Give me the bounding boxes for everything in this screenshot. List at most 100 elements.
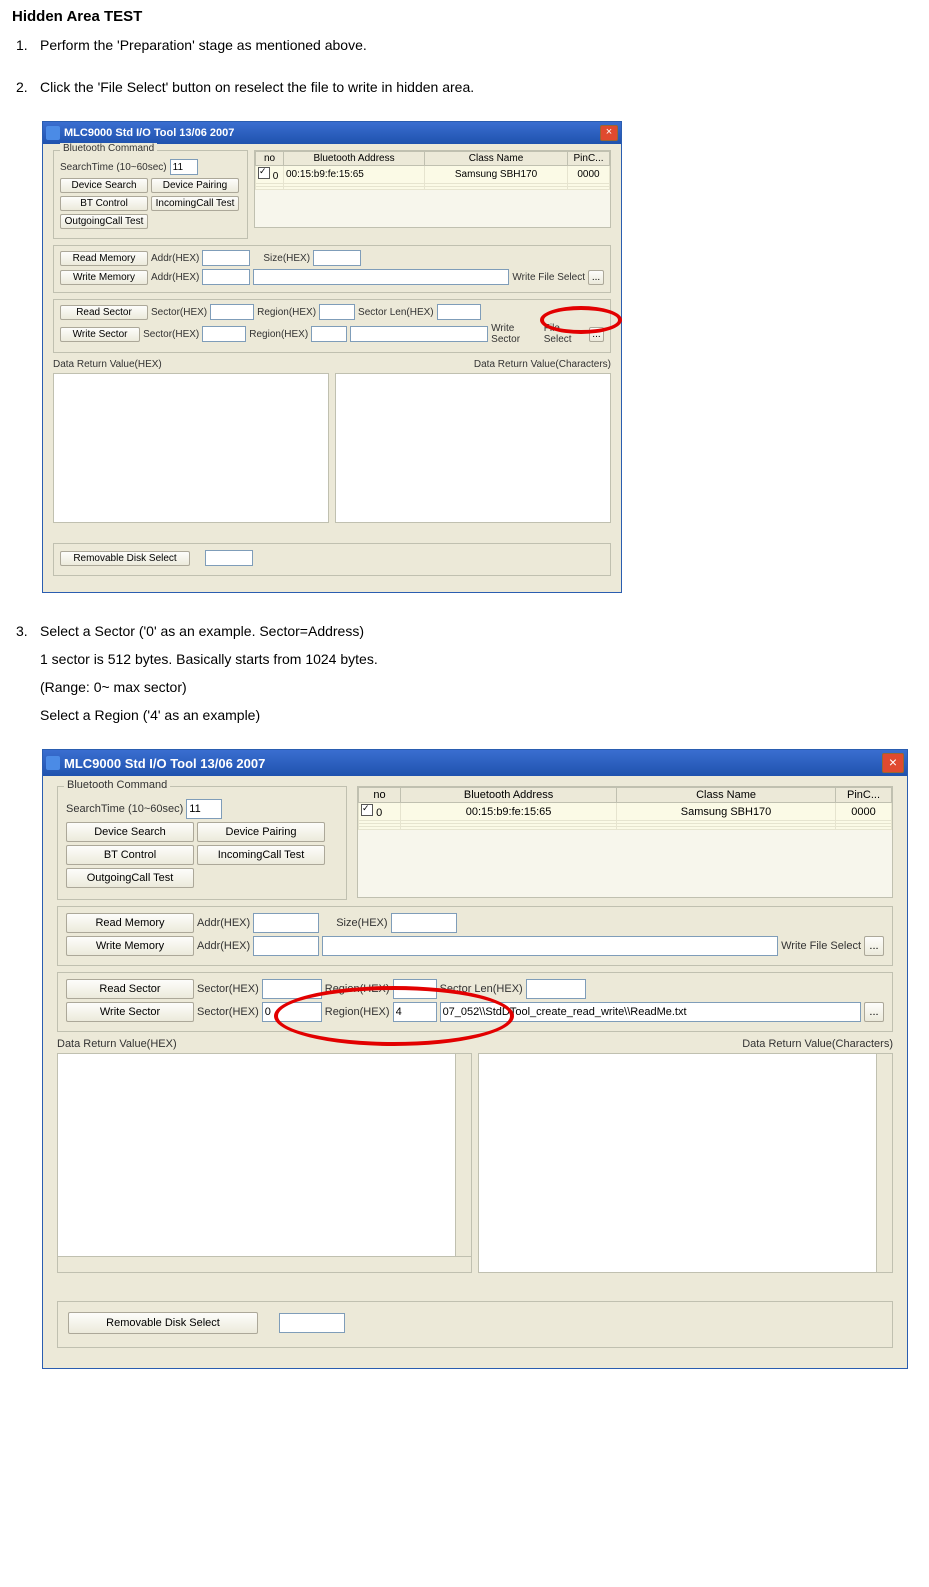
file-select-browse-button-2[interactable]: ... (864, 1002, 884, 1022)
outgoing-call-button-2[interactable]: OutgoingCall Test (66, 868, 194, 888)
data-return-char-label: Data Return Value(Characters) (474, 359, 611, 370)
write-sector-label: Write Sector (491, 323, 541, 345)
data-return-char-panel (335, 373, 611, 523)
grid2-r-addr: 00:15:b9:fe:15:65 (401, 803, 617, 821)
device-pairing-button-2[interactable]: Device Pairing (197, 822, 325, 842)
step-3-line4: Select a Region ('4' as an example) (40, 707, 917, 723)
step-3: 3. Select a Sector ('0' as an example. S… (12, 623, 917, 735)
step-3-line1: Select a Sector ('0' as an example. Sect… (40, 623, 917, 639)
region-hex-label-w2: Region(HEX) (325, 983, 390, 995)
addr-hex-input-2[interactable] (202, 269, 250, 285)
size-hex-label-w2: Size(HEX) (336, 917, 387, 929)
scrollbar-v-2[interactable] (876, 1054, 892, 1272)
titlebar-2: MLC9000 Std I/O Tool 13/06 2007 × (43, 750, 907, 776)
scrollbar-h[interactable] (58, 1256, 471, 1272)
outgoing-call-button[interactable]: OutgoingCall Test (60, 214, 148, 229)
read-sector-button-2[interactable]: Read Sector (66, 979, 194, 999)
sector-file-path-input[interactable] (350, 326, 488, 342)
close-icon[interactable]: × (600, 125, 618, 141)
step-3-num: 3. (12, 623, 40, 735)
grid2-r-no: 0 (376, 807, 382, 819)
write-file-browse-button[interactable]: ... (588, 270, 604, 285)
scrollbar-v[interactable] (455, 1054, 471, 1256)
sector-hex-input-w2b[interactable] (262, 1002, 322, 1022)
bt-control-button[interactable]: BT Control (60, 196, 148, 211)
write-file-path-input-2[interactable] (322, 936, 778, 956)
grid2-r-pin: 0000 (836, 803, 892, 821)
write-memory-button-2[interactable]: Write Memory (66, 936, 194, 956)
incoming-call-button[interactable]: IncomingCall Test (151, 196, 239, 211)
write-file-browse-button-2[interactable]: ... (864, 936, 884, 956)
sector-hex-input[interactable] (210, 304, 254, 320)
data-return-char-label-2: Data Return Value(Characters) (742, 1038, 893, 1050)
read-memory-button[interactable]: Read Memory (60, 251, 148, 266)
region-hex-input-w2b[interactable] (393, 1002, 437, 1022)
sector-len-hex-label: Sector Len(HEX) (358, 307, 434, 318)
screenshot-1: MLC9000 Std I/O Tool 13/06 2007 × Blueto… (42, 121, 622, 593)
incoming-call-button-2[interactable]: IncomingCall Test (197, 845, 325, 865)
titlebar-1: MLC9000 Std I/O Tool 13/06 2007 × (43, 122, 621, 144)
search-time-label: SearchTime (10~60sec) (60, 162, 167, 173)
sector-hex-input-w2[interactable] (262, 979, 322, 999)
removable-disk-button[interactable]: Removable Disk Select (60, 551, 190, 566)
write-sector-button[interactable]: Write Sector (60, 327, 140, 342)
write-sector-button-2[interactable]: Write Sector (66, 1002, 194, 1022)
sector-hex-label-w2b: Sector(HEX) (197, 1006, 259, 1018)
removable-disk-button-2[interactable]: Removable Disk Select (68, 1312, 258, 1334)
addr-hex-label-w2b: Addr(HEX) (197, 940, 250, 952)
grid-r-no: 0 (273, 171, 279, 182)
read-sector-button[interactable]: Read Sector (60, 305, 148, 320)
window-1-title: MLC9000 Std I/O Tool 13/06 2007 (64, 127, 234, 139)
grid2-h-addr: Bluetooth Address (401, 788, 617, 803)
sector-len-hex-input[interactable] (437, 304, 481, 320)
row-checkbox-2[interactable] (361, 804, 373, 816)
size-hex-input[interactable] (313, 250, 361, 266)
size-hex-label: Size(HEX) (263, 253, 310, 264)
size-hex-input-w2[interactable] (391, 913, 457, 933)
addr-hex-input[interactable] (202, 250, 250, 266)
device-pairing-button[interactable]: Device Pairing (151, 178, 239, 193)
write-memory-button[interactable]: Write Memory (60, 270, 148, 285)
region-hex-input-w2[interactable] (393, 979, 437, 999)
addr-hex-input-w2[interactable] (253, 913, 319, 933)
grid-h-addr: Bluetooth Address (284, 152, 425, 166)
removable-disk-input-2[interactable] (279, 1313, 345, 1333)
region-hex-label-w2b: Region(HEX) (325, 1006, 390, 1018)
window-2-title: MLC9000 Std I/O Tool 13/06 2007 (64, 756, 265, 771)
search-time-label-2: SearchTime (10~60sec) (66, 803, 183, 815)
window-1: MLC9000 Std I/O Tool 13/06 2007 × Blueto… (42, 121, 622, 593)
file-select-browse-button[interactable]: ... (589, 327, 604, 342)
grid2-h-no: no (359, 788, 401, 803)
addr-hex-label-2: Addr(HEX) (151, 272, 199, 283)
region-hex-input[interactable] (319, 304, 355, 320)
sector-len-hex-input-w2[interactable] (526, 979, 586, 999)
removable-disk-input[interactable] (205, 550, 253, 566)
grid-h-no: no (256, 152, 284, 166)
step-2-text: Click the 'File Select' button on resele… (40, 79, 917, 95)
search-time-input-2[interactable] (186, 799, 222, 819)
device-search-button[interactable]: Device Search (60, 178, 148, 193)
region-hex-input-2[interactable] (311, 326, 347, 342)
sector-hex-input-2[interactable] (202, 326, 246, 342)
write-file-path-input[interactable] (253, 269, 509, 285)
grid-r-addr: 00:15:b9:fe:15:65 (284, 166, 425, 184)
sector-file-path-input-2[interactable] (440, 1002, 861, 1022)
addr-hex-input-w2b[interactable] (253, 936, 319, 956)
row-checkbox[interactable] (258, 167, 270, 179)
addr-hex-label-w2: Addr(HEX) (197, 917, 250, 929)
data-return-hex-panel-2 (57, 1053, 472, 1273)
step-3-line3: (Range: 0~ max sector) (40, 679, 917, 695)
device-search-button-2[interactable]: Device Search (66, 822, 194, 842)
bt-control-button-2[interactable]: BT Control (66, 845, 194, 865)
read-memory-button-2[interactable]: Read Memory (66, 913, 194, 933)
close-icon[interactable]: × (882, 753, 904, 773)
step-2-num: 2. (12, 79, 40, 107)
grid-h-class: Class Name (425, 152, 568, 166)
data-return-hex-panel (53, 373, 329, 523)
bt-group-title-2: Bluetooth Command (64, 779, 170, 791)
sector-len-hex-label-w2: Sector Len(HEX) (440, 983, 523, 995)
search-time-input[interactable] (170, 159, 198, 175)
grid2-h-class: Class Name (617, 788, 836, 803)
device-grid-2: no Bluetooth Address Class Name PinC... … (357, 786, 893, 898)
app-icon (46, 756, 60, 770)
